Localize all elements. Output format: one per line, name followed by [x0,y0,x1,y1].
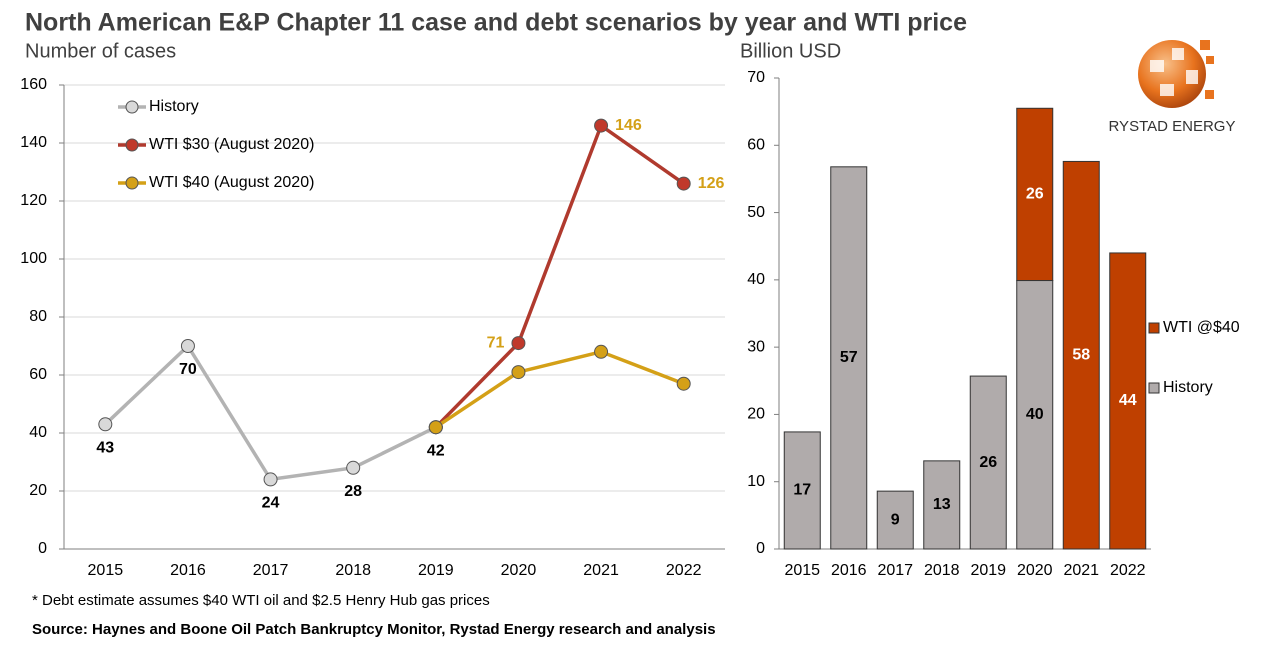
data-label: 24 [262,495,280,512]
data-label: 44 [1119,392,1137,409]
point [98,417,113,432]
point [676,176,691,191]
x-tick-label: 2020 [1017,562,1053,579]
y-axis-label: Number of cases [25,40,176,62]
legend-swatch [1148,382,1160,394]
bar [876,490,914,550]
y-tick-label: 40 [29,424,47,441]
x-tick-label: 2015 [88,562,124,579]
legend-label: History [1163,379,1213,396]
data-label: 43 [96,440,114,457]
y-tick-label: 20 [747,406,765,423]
x-tick-label: 2022 [666,562,702,579]
point [180,339,195,353]
y-tick-label: 160 [20,76,47,93]
bar [1016,280,1054,550]
y-tick-label: 100 [20,250,47,267]
x-tick-label: 2019 [418,562,454,579]
y-tick-label: 60 [747,137,765,154]
legend-label: WTI $30 (August 2020) [149,136,314,153]
y-tick-label: 20 [29,482,47,499]
y-tick-label: 0 [38,540,47,557]
data-label: 26 [979,454,997,471]
point [676,376,691,391]
legend-label: History [149,98,199,115]
y-tick-label: 80 [29,308,47,325]
x-tick-label: 2019 [970,562,1006,579]
source: Source: Haynes and Boone Oil Patch Bankr… [32,621,716,638]
point [346,460,361,475]
data-label: 126 [698,175,725,192]
x-tick-label: 2020 [501,562,537,579]
data-label: 57 [840,349,858,366]
x-tick-label: 2015 [784,562,820,579]
data-label: 28 [344,483,362,500]
bar [969,375,1007,550]
point [594,344,609,359]
bar [1109,252,1147,550]
series-line [104,343,437,482]
footnote: * Debt estimate assumes $40 WTI oil and … [32,592,490,609]
data-label: 58 [1072,346,1090,363]
x-tick-label: 2018 [924,562,960,579]
x-tick-label: 2017 [877,562,913,579]
x-tick-label: 2021 [583,562,619,579]
series-line [434,349,685,429]
legend-swatch [1148,322,1160,334]
data-label: 40 [1026,406,1044,423]
x-tick-label: 2022 [1110,562,1146,579]
y-tick-label: 60 [29,366,47,383]
y-tick-label: 40 [747,271,765,288]
point [511,365,526,380]
bar [830,166,868,550]
legend-marker [125,138,139,152]
x-tick-label: 2018 [335,562,371,579]
y-tick-label: 140 [20,134,47,151]
data-label: 26 [1026,186,1044,203]
x-tick-label: 2016 [831,562,867,579]
legend-label: WTI @$40 [1163,319,1240,336]
series-line [434,122,685,429]
bar [1062,160,1100,550]
data-label: 17 [793,482,811,499]
y-tick-label: 70 [747,69,765,86]
y-axis-label: Billion USD [740,40,841,62]
point [594,118,609,133]
data-label: 146 [615,117,642,134]
bar [923,460,961,550]
x-tick-label: 2017 [253,562,289,579]
point [263,472,278,487]
data-label: 9 [891,511,900,528]
point [511,336,526,351]
y-tick-label: 10 [747,473,765,490]
bar [783,431,821,550]
title: North American E&P Chapter 11 case and d… [25,9,967,37]
bar [1016,107,1054,282]
x-tick-label: 2021 [1063,562,1099,579]
logo-text: RYSTAD ENERGY [1109,118,1236,135]
data-label: 42 [427,442,445,459]
legend-marker [125,100,139,114]
y-tick-label: 0 [756,540,765,557]
data-label: 71 [487,334,505,351]
data-label: 70 [179,361,197,378]
logo-icon [1138,40,1214,108]
legend-marker [125,176,139,190]
y-tick-label: 120 [20,192,47,209]
y-tick-label: 50 [747,204,765,221]
legend-label: WTI $40 (August 2020) [149,174,314,191]
data-label: 13 [933,496,951,513]
y-tick-label: 30 [747,338,765,355]
x-tick-label: 2016 [170,562,206,579]
point [428,420,443,435]
